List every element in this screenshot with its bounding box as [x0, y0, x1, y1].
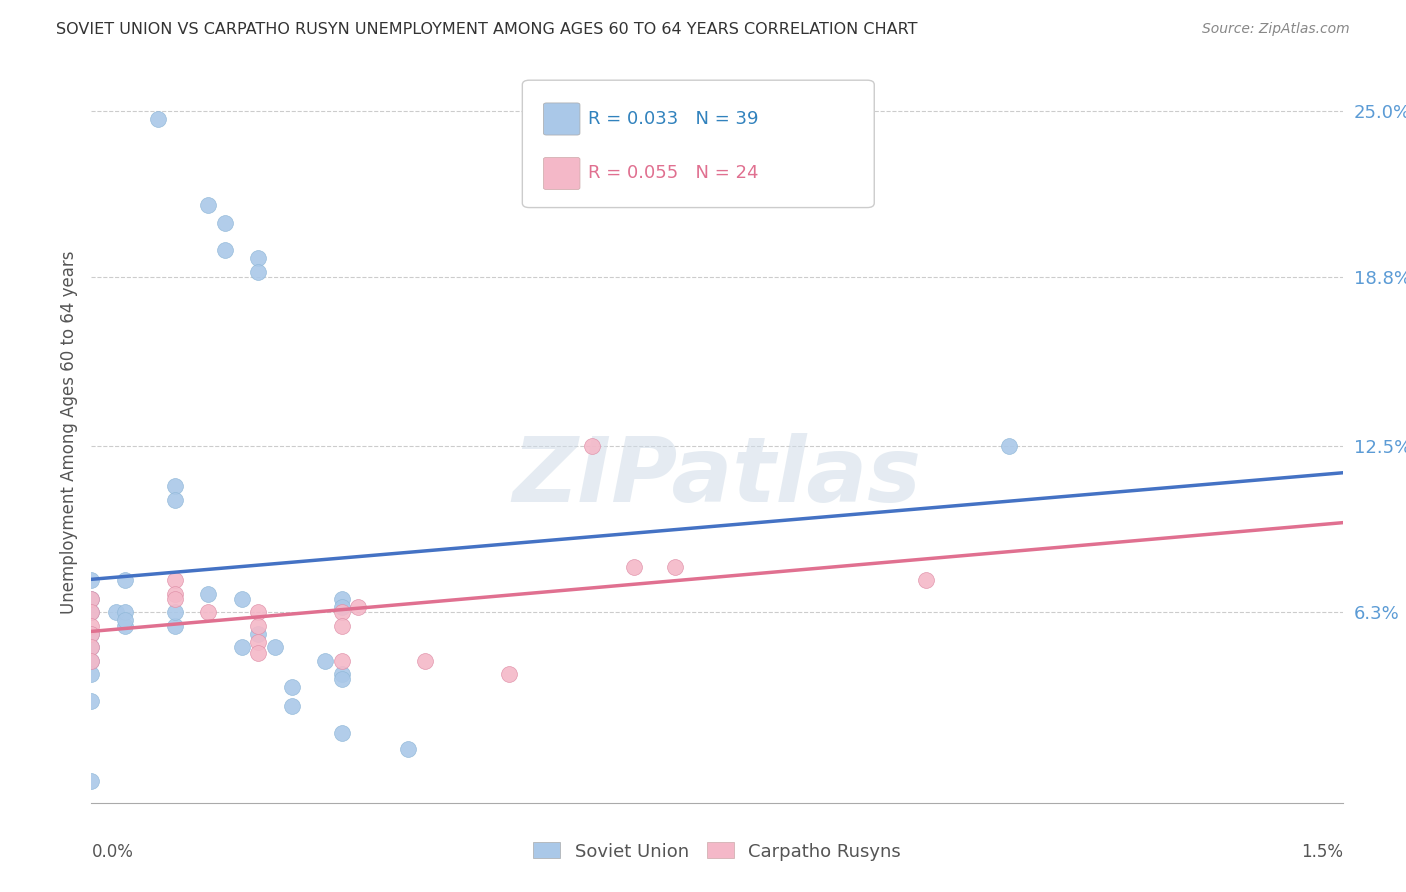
Point [330, 605, 353, 619]
Point [247, 635, 270, 649]
Point [80, 694, 103, 708]
Point [197, 586, 219, 600]
Text: SOVIET UNION VS CARPATHO RUSYN UNEMPLOYMENT AMONG AGES 60 TO 64 YEARS CORRELATIO: SOVIET UNION VS CARPATHO RUSYN UNEMPLOYM… [56, 22, 918, 37]
Legend: Soviet Union, Carpatho Rusyns: Soviet Union, Carpatho Rusyns [526, 835, 908, 868]
Point [264, 640, 287, 655]
Point [998, 439, 1021, 453]
Point [114, 605, 136, 619]
Point [396, 742, 419, 756]
Text: R = 0.033   N = 39: R = 0.033 N = 39 [588, 110, 759, 128]
Point [247, 605, 270, 619]
Point [163, 492, 186, 507]
Point [163, 479, 186, 493]
Point [247, 646, 270, 660]
Text: 1.5%: 1.5% [1301, 843, 1343, 861]
Point [80, 627, 103, 641]
Point [413, 654, 436, 668]
Point [146, 112, 169, 126]
Point [197, 605, 219, 619]
Point [80, 667, 103, 681]
Point [80, 774, 103, 789]
Point [498, 667, 520, 681]
Point [247, 627, 270, 641]
Point [80, 640, 103, 655]
Point [80, 654, 103, 668]
Point [114, 619, 136, 633]
Point [214, 244, 236, 258]
Point [80, 573, 103, 587]
Point [247, 265, 270, 279]
Text: Source: ZipAtlas.com: Source: ZipAtlas.com [1202, 22, 1350, 37]
Point [330, 619, 353, 633]
Point [330, 673, 353, 687]
Point [80, 640, 103, 655]
Point [80, 605, 103, 619]
Point [214, 216, 236, 230]
Point [231, 591, 253, 606]
Point [664, 559, 686, 574]
Point [80, 591, 103, 606]
Point [197, 197, 219, 211]
Text: R = 0.055   N = 24: R = 0.055 N = 24 [588, 164, 759, 183]
Point [114, 614, 136, 628]
Point [581, 439, 603, 453]
Point [623, 559, 645, 574]
Point [231, 640, 253, 655]
Text: ZIPatlas: ZIPatlas [513, 433, 921, 521]
Point [914, 573, 936, 587]
Y-axis label: Unemployment Among Ages 60 to 64 years: Unemployment Among Ages 60 to 64 years [59, 251, 77, 615]
Point [80, 591, 103, 606]
Point [163, 573, 186, 587]
Point [330, 654, 353, 668]
Point [163, 591, 186, 606]
Point [280, 681, 302, 695]
Point [247, 619, 270, 633]
Point [163, 619, 186, 633]
Point [280, 699, 302, 714]
Point [247, 252, 270, 266]
Point [80, 654, 103, 668]
Point [80, 619, 103, 633]
Point [105, 605, 128, 619]
Point [163, 605, 186, 619]
Text: 0.0%: 0.0% [91, 843, 134, 861]
Point [330, 599, 353, 614]
Point [347, 599, 370, 614]
Point [163, 586, 186, 600]
Point [80, 605, 103, 619]
Point [314, 654, 336, 668]
Point [114, 573, 136, 587]
Point [330, 591, 353, 606]
Point [330, 667, 353, 681]
Point [80, 627, 103, 641]
Point [330, 726, 353, 740]
